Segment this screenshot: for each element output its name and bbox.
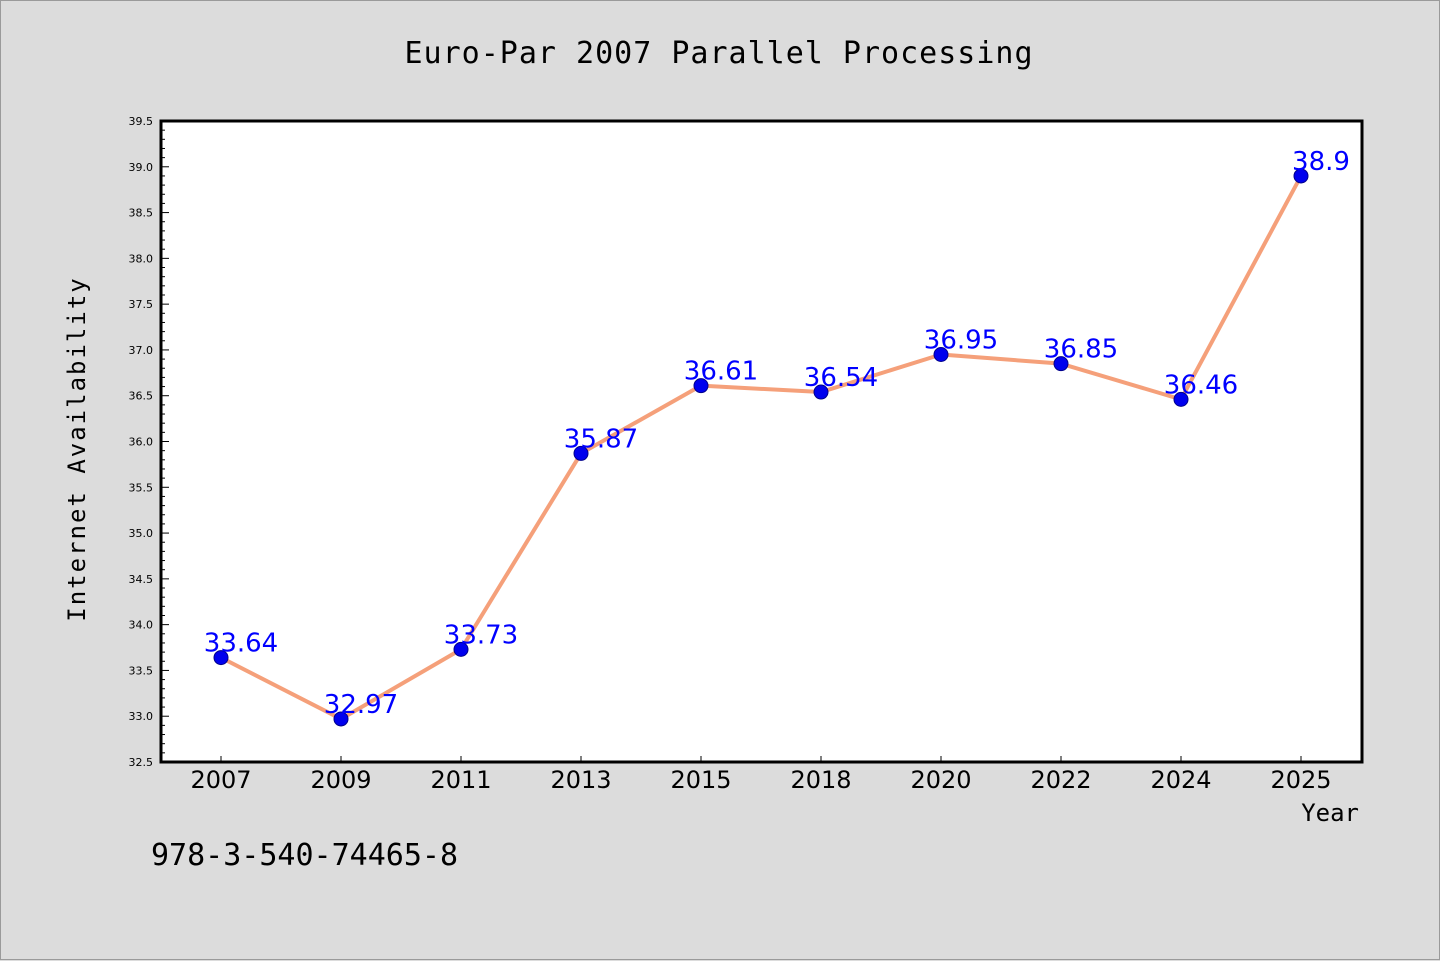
x-tick-label: 2015 [670, 766, 731, 794]
series-line [220, 174, 1303, 721]
x-tick-label: 2013 [550, 766, 611, 794]
data-point [1173, 391, 1189, 407]
x-axis-label: Year [1301, 799, 1359, 827]
y-tick-label: 32.5 [129, 756, 154, 769]
x-tick-label: 2025 [1270, 766, 1331, 794]
data-label: 32.97 [324, 690, 398, 720]
y-tick-label: 35.0 [129, 527, 154, 540]
data-markers [213, 168, 1309, 727]
x-tick-label: 2018 [790, 766, 851, 794]
x-tick-label: 2011 [430, 766, 491, 794]
data-point [573, 445, 589, 461]
y-tick-label: 39.5 [129, 115, 154, 128]
data-point [1053, 356, 1069, 372]
data-point [693, 378, 709, 394]
data-point [1293, 168, 1309, 184]
data-labels: 33.64 32.97 33.73 35.87 36.61 36.54 36.95 36.85… [204, 147, 1350, 720]
data-label: 36.54 [804, 363, 878, 393]
data-label: 36.85 [1044, 335, 1118, 365]
x-axis-ticks: 2007 2009 2011 2013 2015 2018 2020 2022 2024 2025 [190, 756, 1332, 794]
data-point [453, 641, 469, 657]
y-axis-ticks: 32.5 33.0 33.5 34.0 34.5 35.0 35.5 36.0 36.5 37.0… [129, 115, 154, 769]
plot-area [161, 121, 1362, 762]
data-label: 36.95 [924, 326, 998, 356]
data-label: 33.64 [204, 629, 278, 659]
y-tick-label: 33.0 [129, 710, 154, 723]
data-point [813, 384, 829, 400]
data-point [933, 347, 949, 363]
y-tick-label: 35.5 [129, 481, 154, 494]
x-tick-label: 2007 [190, 766, 251, 794]
y-tick-label: 38.5 [129, 207, 154, 220]
data-point [333, 711, 349, 727]
data-label: 35.87 [564, 424, 638, 454]
y-tick-label: 34.0 [129, 619, 154, 632]
x-tick-label: 2022 [1030, 766, 1091, 794]
plot-border [159, 119, 1364, 764]
y-tick-label: 34.5 [129, 573, 154, 586]
y-tick-label: 37.0 [129, 344, 154, 357]
x-tick-label: 2024 [1150, 766, 1211, 794]
x-tick-label: 2009 [310, 766, 371, 794]
y-tick-label: 38.0 [129, 252, 154, 265]
footer-isbn: 978-3-540-74465-8 [151, 838, 458, 873]
chart-title: Euro-Par 2007 Parallel Processing [404, 36, 1033, 71]
data-point [213, 650, 229, 666]
y-tick-label: 37.5 [129, 298, 154, 311]
y-tick-label: 33.5 [129, 664, 154, 677]
data-label: 33.73 [444, 620, 518, 650]
data-label: 38.9 [1292, 147, 1350, 177]
y-tick-label: 36.0 [129, 436, 154, 449]
data-label: 36.61 [684, 357, 758, 387]
y-tick-label: 39.0 [129, 161, 154, 174]
x-tick-label: 2020 [910, 766, 971, 794]
data-label: 36.46 [1164, 370, 1238, 400]
y-axis-label: Internet Availability [63, 276, 91, 621]
y-tick-label: 36.5 [129, 390, 154, 403]
